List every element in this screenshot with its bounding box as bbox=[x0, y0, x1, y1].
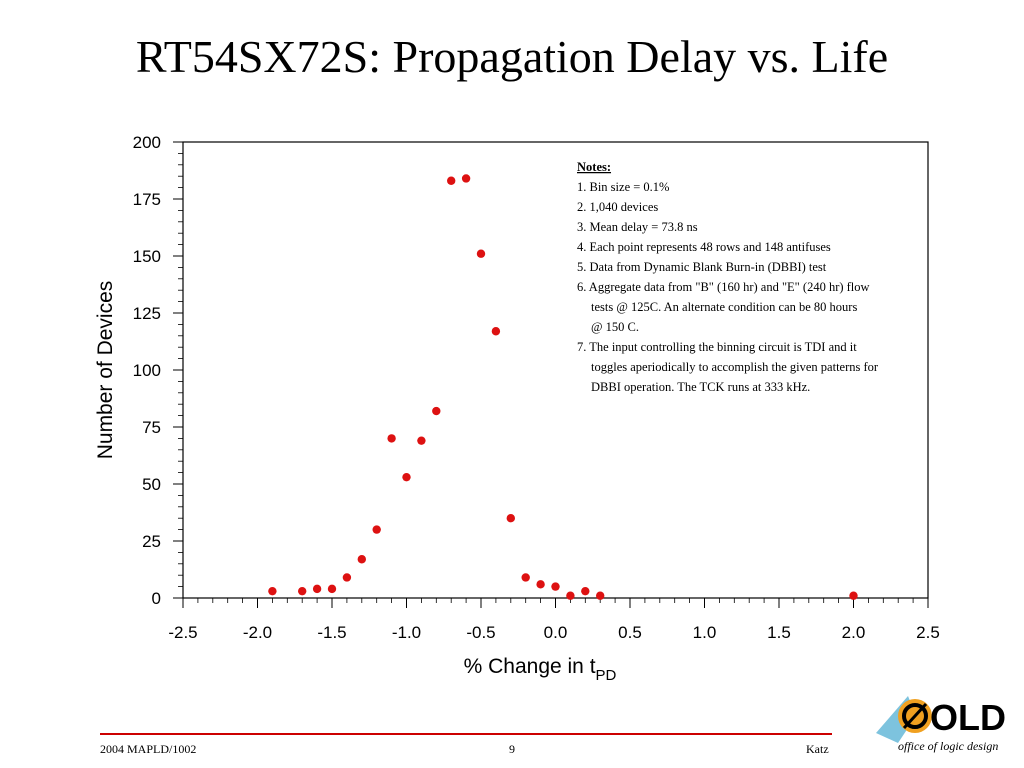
data-point bbox=[387, 434, 396, 443]
notes-line: 4. Each point represents 48 rows and 148… bbox=[577, 240, 831, 254]
notes-line: DBBI operation. The TCK runs at 333 kHz. bbox=[591, 380, 810, 394]
logo-subtitle: office of logic design bbox=[898, 739, 998, 753]
y-tick-label: 0 bbox=[152, 589, 161, 608]
y-tick-label: 75 bbox=[142, 418, 161, 437]
notes-line: tests @ 125C. An alternate condition can… bbox=[591, 300, 857, 314]
logo-text: OLD bbox=[930, 697, 1006, 738]
data-point bbox=[461, 174, 471, 183]
y-tick-label: 50 bbox=[142, 475, 161, 494]
data-point bbox=[491, 327, 501, 336]
x-tick-label: -2.0 bbox=[243, 623, 272, 642]
notes-line: 2. 1,040 devices bbox=[577, 200, 658, 214]
x-tick-label: 2.0 bbox=[842, 623, 866, 642]
data-point bbox=[521, 573, 530, 582]
y-axis-title: Number of Devices bbox=[94, 281, 117, 460]
data-point bbox=[342, 573, 352, 582]
old-logo: OLD office of logic design bbox=[876, 696, 1006, 753]
data-point bbox=[357, 555, 366, 564]
x-axis: -2.5 -2.0 -1.5 -1.0 -0.5 0.0 0.5 1.0 1.5 2.0 2.5 bbox=[168, 598, 940, 642]
x-tick-label: 1.0 bbox=[693, 623, 717, 642]
x-axis-title: % Change in tPD bbox=[464, 655, 617, 684]
notes-line: 6. Aggregate data from "B" (160 hr) and … bbox=[577, 280, 870, 294]
x-axis-title-main: % Change in t bbox=[464, 655, 596, 678]
y-tick-label: 125 bbox=[133, 304, 161, 323]
x-tick-label: 2.5 bbox=[916, 623, 940, 642]
x-tick-label: -1.5 bbox=[317, 623, 346, 642]
slide-title: RT54SX72S: Propagation Delay vs. Life bbox=[135, 31, 889, 82]
data-point bbox=[566, 591, 575, 600]
footer-divider bbox=[100, 733, 832, 735]
footer-left: 2004 MAPLD/1002 bbox=[100, 742, 197, 756]
data-point bbox=[581, 586, 590, 596]
data-point bbox=[327, 584, 337, 594]
notes-line: 1. Bin size = 0.1% bbox=[577, 180, 669, 194]
data-point bbox=[551, 582, 560, 591]
y-tick-label: 200 bbox=[133, 133, 161, 152]
data-point bbox=[417, 436, 426, 445]
data-point bbox=[476, 249, 486, 258]
scatter-chart: -2.5 -2.0 -1.5 -1.0 -0.5 0.0 0.5 1.0 1.5 2.0 2.5 0… bbox=[94, 133, 940, 684]
x-tick-label: -0.5 bbox=[466, 623, 495, 642]
x-tick-label: 1.5 bbox=[767, 623, 791, 642]
data-point bbox=[506, 514, 515, 523]
data-point bbox=[596, 591, 605, 600]
data-point bbox=[298, 586, 307, 596]
y-tick-label: 100 bbox=[133, 361, 161, 380]
x-tick-label: -1.0 bbox=[392, 623, 421, 642]
notes-heading: Notes: bbox=[577, 160, 611, 174]
data-point bbox=[432, 406, 441, 416]
notes-line: @ 150 C. bbox=[591, 320, 639, 334]
notes-box: Notes: 1. Bin size = 0.1% 2. 1,040 devices… bbox=[577, 160, 879, 394]
data-point bbox=[372, 525, 381, 534]
data-point bbox=[447, 176, 456, 185]
x-tick-label: 0.0 bbox=[544, 623, 568, 642]
notes-line: 3. Mean delay = 73.8 ns bbox=[577, 220, 698, 234]
y-tick-label: 150 bbox=[133, 247, 161, 266]
data-point bbox=[536, 580, 545, 589]
data-point bbox=[312, 584, 322, 594]
data-point bbox=[849, 591, 858, 600]
x-axis-title-subscript: PD bbox=[596, 667, 617, 684]
y-tick-label: 25 bbox=[142, 532, 161, 551]
y-tick-label: 175 bbox=[133, 190, 161, 209]
notes-line: toggles aperiodically to accomplish the … bbox=[591, 360, 879, 374]
data-point bbox=[268, 586, 277, 596]
x-tick-label: 0.5 bbox=[618, 623, 642, 642]
data-point bbox=[402, 472, 411, 482]
footer-right: Katz bbox=[806, 742, 829, 756]
x-tick-label: -2.5 bbox=[168, 623, 197, 642]
notes-line: 7. The input controlling the binning cir… bbox=[577, 340, 857, 354]
data-series bbox=[268, 174, 858, 600]
notes-line: 5. Data from Dynamic Blank Burn-in (DBBI… bbox=[577, 260, 827, 274]
footer-page-number: 9 bbox=[509, 742, 515, 756]
y-axis: 0 25 50 75 100 125 150 175 200 bbox=[133, 133, 183, 608]
